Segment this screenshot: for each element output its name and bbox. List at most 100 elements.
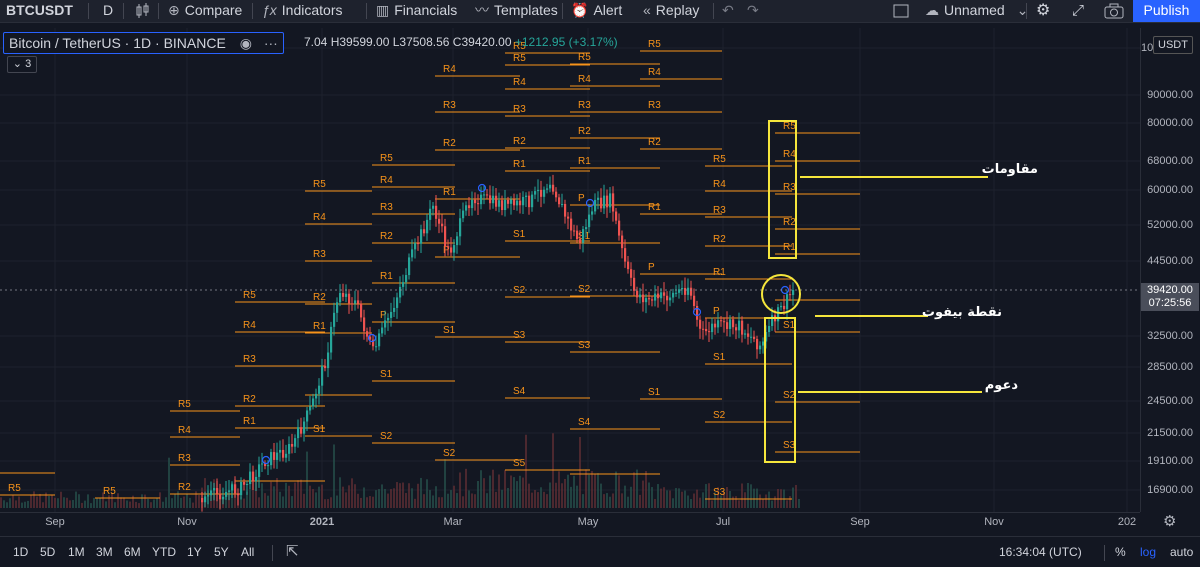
time-axis[interactable]: Sep Nov 2021 Mar May Jul Sep Nov 202 [0,512,1140,533]
chevron-down-icon: ⌄ [1016,2,1029,18]
range-6m[interactable]: 6M [124,545,141,559]
volume-bar [543,491,545,508]
candle-body [429,208,432,220]
volume-bar [750,484,752,508]
volume-bar [255,478,257,508]
eye-icon[interactable]: ◉ [239,35,252,51]
candle-body [534,191,537,195]
alert-button[interactable]: ⏰ Alert [571,0,622,22]
divider [562,3,563,19]
volume-bar [138,503,140,508]
volume-bar [210,494,212,508]
range-1y[interactable]: 1Y [187,545,202,559]
volume-bar [399,483,401,508]
range-ytd[interactable]: YTD [152,545,176,559]
symbol-legend[interactable]: Bitcoin / TetherUS · 1D · BINANCE ◉ ··· [3,32,284,54]
gear-icon[interactable]: ⚙ [1036,2,1051,19]
candle-body [405,275,408,283]
volume-bar [600,483,602,508]
volume-bar [465,468,467,508]
range-1d[interactable]: 1D [13,545,29,559]
financials-button[interactable]: ▥ Financials [376,0,457,22]
candle-body [483,194,486,196]
bar-chart-icon: ▥ [376,2,390,18]
volume-bar [798,498,800,508]
range-5y[interactable]: 5Y [214,545,229,559]
volume-bar [651,487,653,508]
range-1m[interactable]: 1M [68,545,85,559]
volume-bar [297,480,299,508]
price-axis[interactable]: 90000.00 80000.00 68000.00 60000.00 5200… [1140,28,1200,512]
volume-bar [414,498,416,508]
volume-bar [24,501,26,508]
volume-bar [276,478,278,508]
templates-button[interactable]: 〰 Templates [475,0,558,22]
ohlc-text: 7.04 H39599.00 L37508.56 C39420.00 [304,35,512,49]
volume-bar [390,489,392,508]
compare-button[interactable]: ⊕ Compare [168,0,242,22]
volume-bar [744,492,746,508]
candle-body [309,406,312,411]
candle-body [756,338,759,350]
volume-bar [486,493,488,508]
range-3m[interactable]: 3M [96,545,113,559]
volume-bar [684,490,686,508]
gear-icon[interactable]: ⚙ [1163,513,1177,530]
chart-style-button[interactable] [135,0,151,22]
replay-button[interactable]: «Replay [643,0,699,22]
interval-button[interactable]: D [103,2,114,18]
symbol-search-button[interactable]: BTCUSDT [6,2,73,18]
volume-bar [129,501,131,508]
auto-scale-button[interactable]: auto [1170,545,1194,559]
camera-icon[interactable] [1104,0,1124,22]
percent-scale-button[interactable]: % [1115,545,1126,559]
undo-icon[interactable]: ↶ [722,2,734,18]
volume-bar [522,477,524,508]
volume-bar [699,497,701,508]
time-tick: 202 [1117,516,1137,528]
candle-body [279,449,282,453]
utc-clock[interactable]: 16:34:04 (UTC) [999,545,1082,559]
pivot-label: P [713,306,720,317]
volume-bar [705,484,707,508]
volume-bar [354,484,356,508]
volume-bar [309,485,311,508]
candle-body [636,290,639,298]
pivot-label: R2 [380,231,393,242]
date-range-icon[interactable]: ⇱ [286,543,299,560]
candle-body [747,333,750,337]
candle-body [789,294,792,296]
pivot-label: R2 [178,482,191,493]
range-5d[interactable]: 5D [40,545,56,559]
price-chart[interactable]: R5 R5R5R4R3R2R5R4R3R2R1R5R4R3R2R1S1R5R4R3… [0,28,1140,512]
chevron-down-icon: ⌄ [12,58,23,70]
volume-bar [396,482,398,508]
volume-bar [126,500,128,508]
candle-body [738,320,741,331]
more-icon[interactable]: ··· [263,35,278,51]
pivot-label: R3 [783,182,796,193]
publish-button[interactable]: Publish [1133,0,1200,22]
volume-bar [666,490,668,508]
volume-bar [141,494,143,508]
volume-bar [153,499,155,508]
range-all[interactable]: All [241,545,255,559]
volume-bar [735,496,737,508]
indicators-toggle[interactable]: ⌄ 3 [7,56,37,73]
candle-body [426,219,429,234]
event-marker [261,455,271,465]
layout-name-button[interactable]: ☁ Unnamed ⌄ [925,0,1033,22]
redo-icon[interactable]: ↷ [747,2,759,18]
pivot-label: S2 [783,390,796,401]
candle-body [657,293,660,299]
log-scale-button[interactable]: log [1140,545,1157,559]
indicators-button[interactable]: ƒx Indicators [262,0,343,22]
candle-body [522,196,525,206]
pivot-label: S1 [313,424,326,435]
volume-bar [453,485,455,508]
currency-button[interactable]: USDT [1153,36,1193,54]
expand-icon[interactable]: ⤢ [1072,2,1085,19]
price-tick: 21500.00 [1147,427,1193,439]
pivot-label: S1 [380,369,393,380]
fullscreen-toggle[interactable] [893,0,909,22]
